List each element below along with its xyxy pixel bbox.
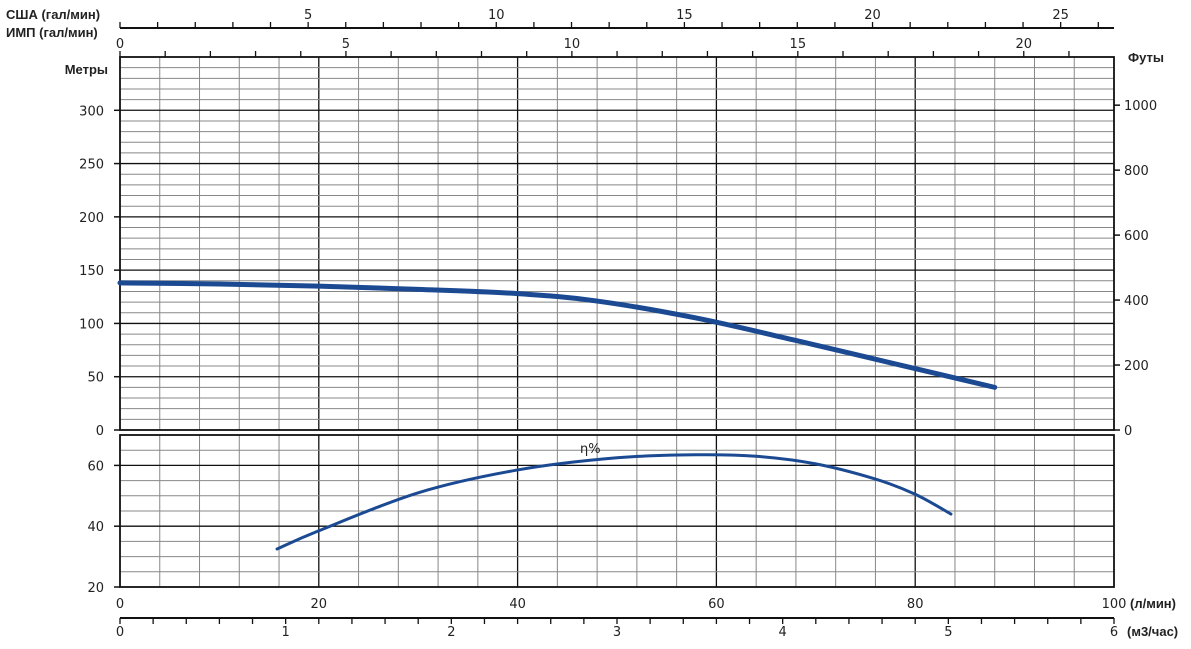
imp-tick-label: 5 (342, 37, 350, 52)
m3h-tick-label: 1 (282, 625, 290, 640)
efficiency-annotation: η% (580, 442, 601, 457)
usa-tick-label: 15 (676, 8, 693, 23)
imp-tick-label: 20 (1015, 37, 1032, 52)
usa-tick-label: 20 (864, 8, 881, 23)
x-tick-label: 60 (708, 597, 725, 612)
imp-tick-label: 15 (790, 37, 807, 52)
y2-tick-label: 200 (1124, 359, 1149, 374)
usa-tick-label: 5 (304, 8, 312, 23)
imp-tick-label: 10 (564, 37, 581, 52)
y-axis-label: Метры (65, 62, 108, 77)
y2-axis-label: Футы (1128, 50, 1164, 65)
x-tick-label: 80 (907, 597, 924, 612)
y2-tick-label: 0 (1124, 424, 1132, 439)
y2-tick-label: 600 (1124, 229, 1149, 244)
head-plot-frame (119, 56, 1115, 431)
imp-tick-label: 0 (116, 37, 124, 52)
y-tick-label: 150 (79, 264, 104, 279)
usa-tick-label: 25 (1052, 8, 1069, 23)
x-tick-label: 0 (116, 597, 124, 612)
efficiency-plot-frame (119, 434, 1115, 588)
y-tick-label: 200 (79, 211, 104, 226)
y2-tick-label: 400 (1124, 294, 1149, 309)
imp-axis-label: ИМП (гал/мин) (6, 25, 98, 40)
y-tick-label: 100 (79, 317, 104, 332)
x-tick-label: 100 (1102, 597, 1127, 612)
eff-tick-label: 60 (87, 459, 104, 474)
eff-tick-label: 40 (87, 520, 104, 535)
m3h-tick-label: 6 (1110, 625, 1118, 640)
m3h-tick-label: 0 (116, 625, 124, 640)
y2-tick-label: 800 (1124, 164, 1149, 179)
eff-tick-label: 20 (87, 581, 104, 596)
y-tick-label: 250 (79, 158, 104, 173)
y2-tick-label: 1000 (1124, 99, 1157, 114)
x2-axis-label: (м3/час) (1127, 624, 1178, 639)
y-tick-label: 50 (87, 371, 104, 386)
usa-axis-label: США (гал/мин) (6, 7, 100, 22)
head-curve (117, 280, 998, 390)
x-tick-label: 20 (311, 597, 328, 612)
usa-tick-label: 10 (488, 8, 505, 23)
m3h-tick-label: 4 (779, 625, 787, 640)
y-tick-label: 0 (96, 424, 104, 439)
x-tick-label: 40 (509, 597, 526, 612)
x-axis-label: (л/мин) (1130, 596, 1176, 611)
efficiency-curve (275, 453, 953, 551)
m3h-tick-label: 5 (944, 625, 952, 640)
m3h-tick-label: 3 (613, 625, 621, 640)
m3h-tick-label: 2 (447, 625, 455, 640)
y-tick-label: 300 (79, 104, 104, 119)
